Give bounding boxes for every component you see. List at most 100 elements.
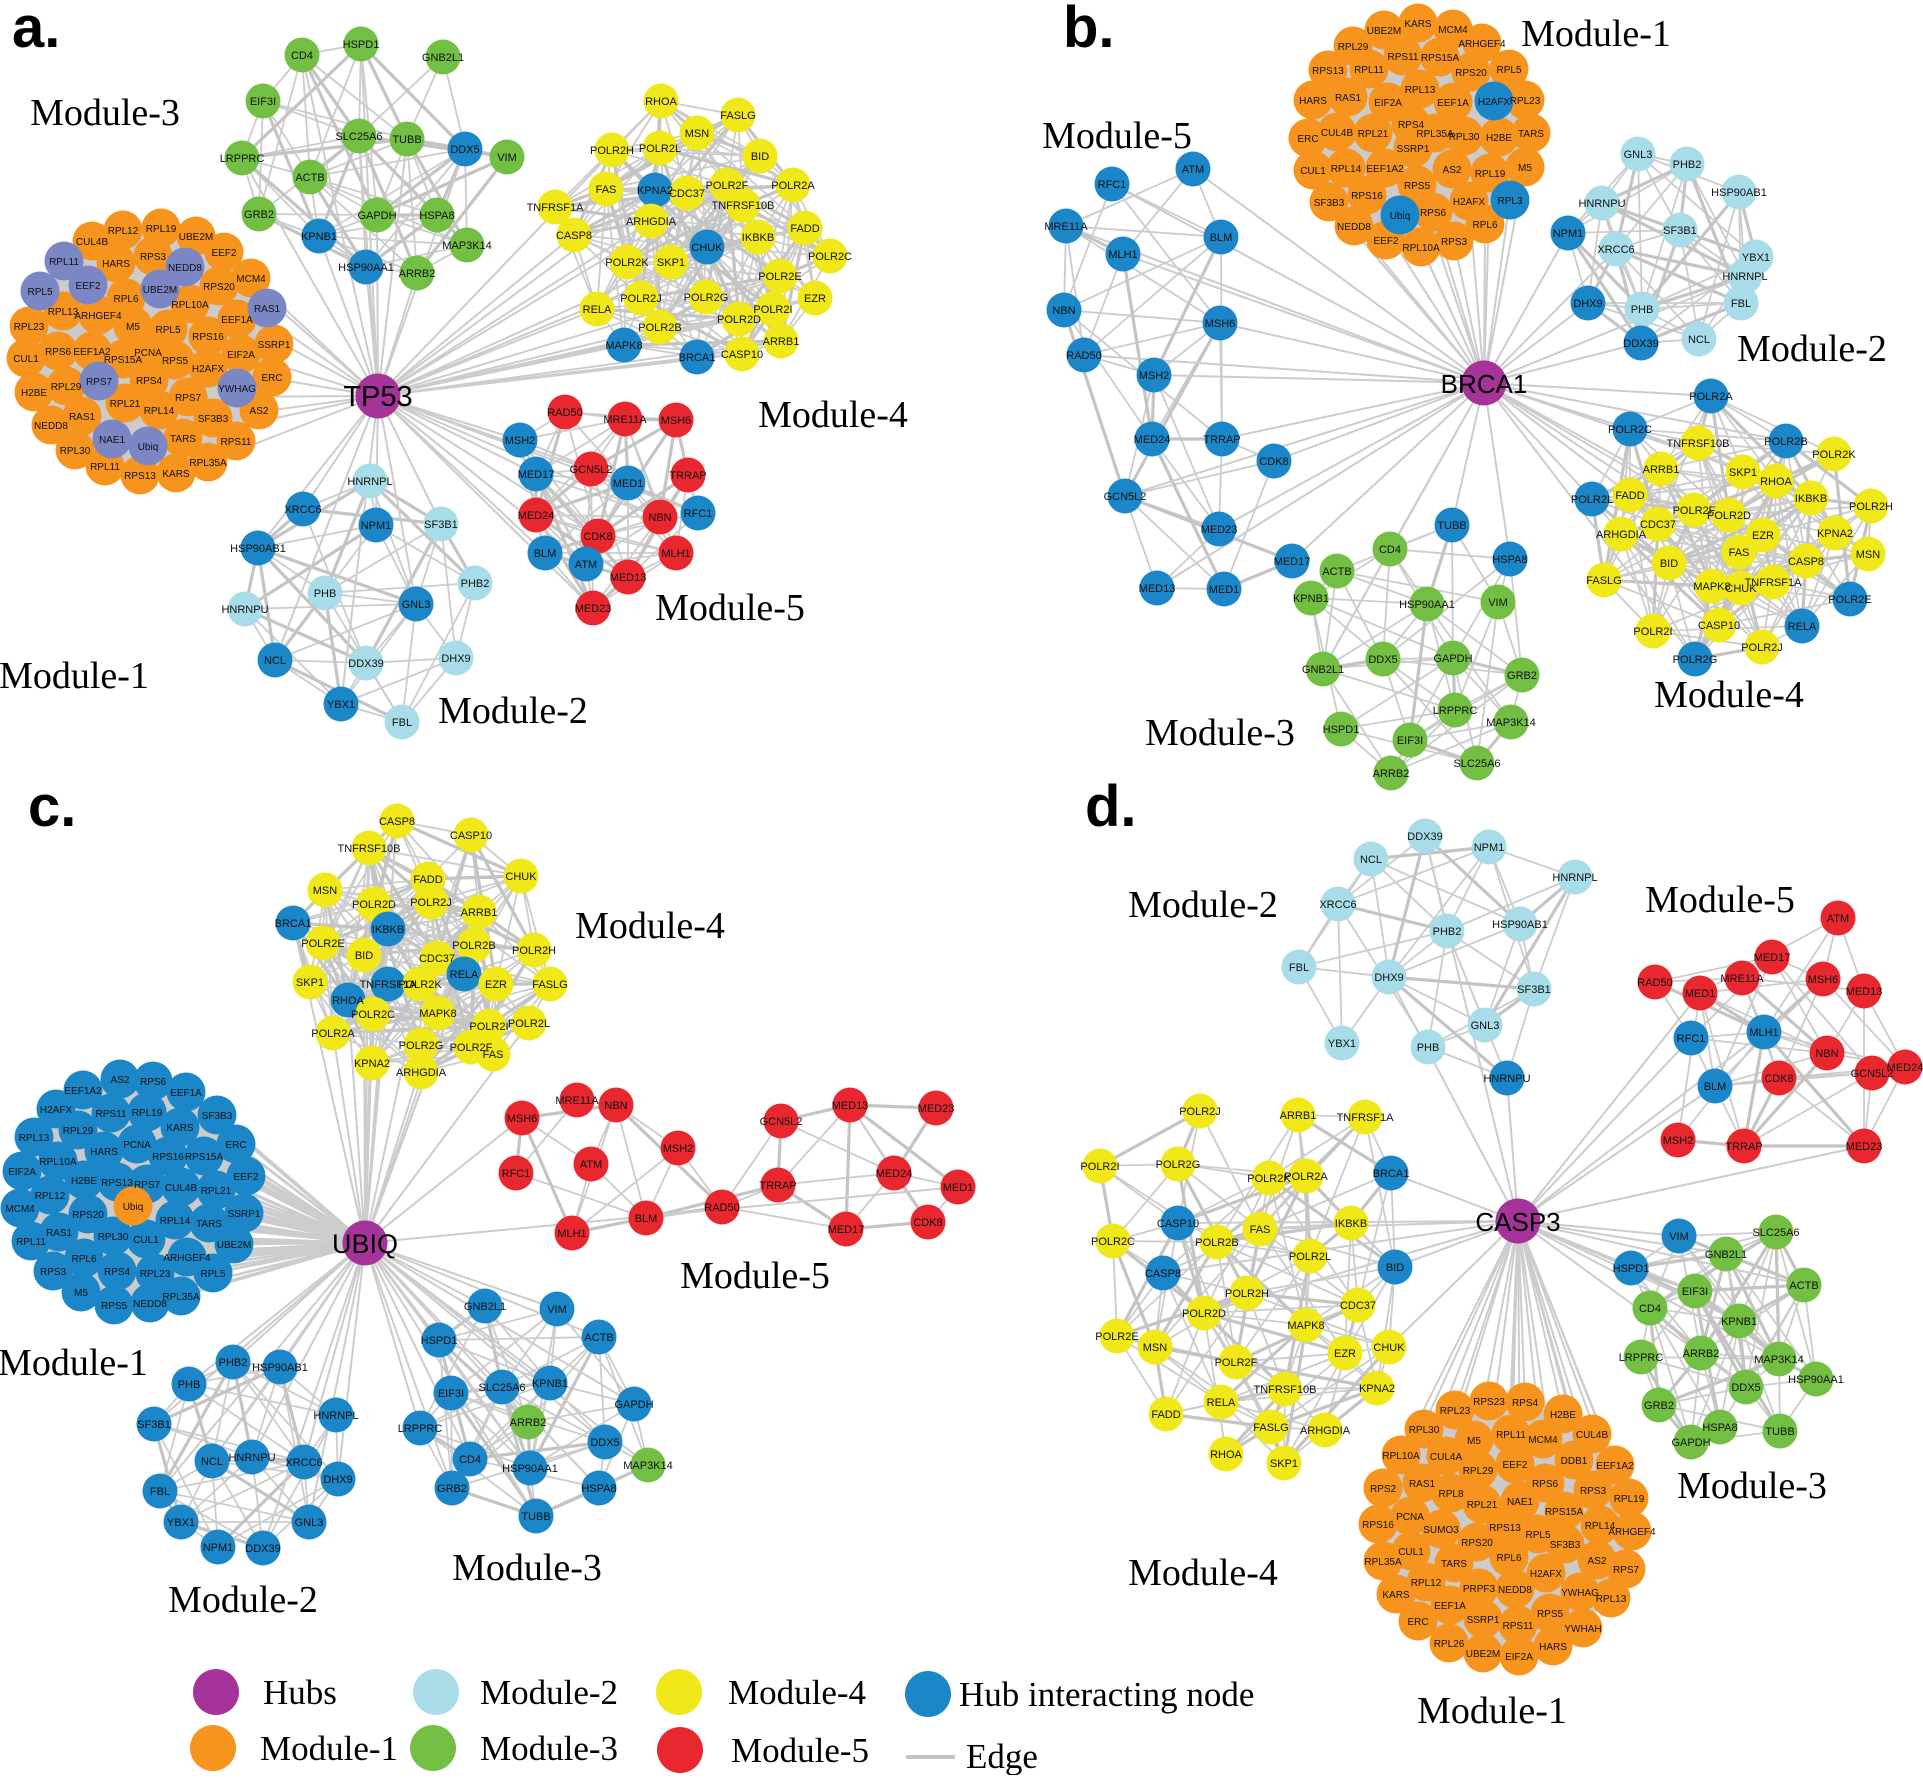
- svg-text:SLC25A6: SLC25A6: [1453, 758, 1500, 770]
- svg-text:MSH6: MSH6: [507, 1113, 538, 1125]
- svg-text:KARS: KARS: [162, 469, 190, 480]
- svg-text:RPL8: RPL8: [1438, 1489, 1463, 1500]
- svg-text:MRE11A: MRE11A: [603, 414, 647, 426]
- svg-text:XRCC6: XRCC6: [285, 1457, 322, 1469]
- svg-text:EEF1A2: EEF1A2: [64, 1086, 102, 1097]
- svg-text:ARRB1: ARRB1: [1280, 1110, 1317, 1122]
- svg-text:NCL: NCL: [201, 1456, 223, 1468]
- svg-text:EEF2: EEF2: [211, 248, 236, 259]
- svg-text:NCL: NCL: [264, 655, 286, 667]
- svg-text:POLR2F: POLR2F: [1215, 1357, 1258, 1369]
- svg-text:RPL21: RPL21: [110, 399, 141, 410]
- svg-text:POLR2B: POLR2B: [1764, 436, 1807, 448]
- svg-text:Ubiq: Ubiq: [1390, 211, 1411, 222]
- svg-text:SF3B1: SF3B1: [424, 519, 458, 531]
- svg-text:MAP3K14: MAP3K14: [442, 240, 492, 252]
- svg-text:Module-5: Module-5: [655, 587, 805, 629]
- svg-text:TNFRSF10B: TNFRSF10B: [1667, 438, 1730, 450]
- svg-text:Module-1: Module-1: [0, 1342, 148, 1384]
- svg-text:SF3B3: SF3B3: [198, 414, 229, 425]
- svg-text:MED17: MED17: [828, 1224, 865, 1236]
- svg-text:RFC1: RFC1: [1098, 179, 1127, 191]
- svg-text:IKBKB: IKBKB: [372, 924, 404, 936]
- svg-text:TNFRSF1A: TNFRSF1A: [527, 202, 585, 214]
- svg-text:RELA: RELA: [583, 304, 612, 316]
- svg-text:RPL14: RPL14: [1331, 164, 1362, 175]
- svg-text:EEF2: EEF2: [233, 1172, 258, 1183]
- svg-text:DHX9: DHX9: [323, 1474, 352, 1486]
- svg-text:LRPPRC: LRPPRC: [1433, 705, 1478, 717]
- svg-text:RPL3: RPL3: [1497, 196, 1522, 207]
- svg-text:TP53: TP53: [343, 381, 412, 413]
- svg-text:RPL14: RPL14: [160, 1216, 191, 1227]
- svg-text:KARS: KARS: [1382, 1590, 1410, 1601]
- svg-text:RPL29: RPL29: [1463, 1466, 1494, 1477]
- svg-text:HSP90AA1: HSP90AA1: [1399, 599, 1455, 611]
- svg-text:HNRNPL: HNRNPL: [347, 476, 392, 488]
- svg-text:AS2: AS2: [1443, 165, 1462, 176]
- svg-text:MED24: MED24: [518, 510, 555, 522]
- svg-text:RPL13: RPL13: [1405, 85, 1436, 96]
- svg-text:POLR2C: POLR2C: [808, 251, 852, 263]
- svg-text:Module-3: Module-3: [1677, 1465, 1827, 1507]
- svg-text:RPL23: RPL23: [1510, 96, 1541, 107]
- svg-text:RPS6: RPS6: [1532, 1479, 1559, 1490]
- svg-text:GRB2: GRB2: [1507, 670, 1537, 682]
- svg-text:HSP90AA1: HSP90AA1: [502, 1463, 558, 1475]
- svg-text:FASLG: FASLG: [532, 979, 567, 991]
- svg-text:CDK8: CDK8: [1259, 456, 1288, 468]
- svg-text:GNB2L1: GNB2L1: [1705, 1249, 1747, 1261]
- svg-text:Module-5: Module-5: [1042, 115, 1192, 157]
- svg-text:POLR2H: POLR2H: [512, 945, 556, 957]
- svg-text:POLR2K: POLR2K: [1812, 449, 1856, 461]
- svg-text:H2BE: H2BE: [1486, 133, 1512, 144]
- svg-text:EEF2: EEF2: [1502, 1460, 1527, 1471]
- svg-text:TARS: TARS: [170, 434, 196, 445]
- svg-text:POLR2J: POLR2J: [1741, 642, 1783, 654]
- svg-text:RPS3: RPS3: [40, 1267, 67, 1278]
- svg-text:SKP1: SKP1: [1270, 1458, 1298, 1470]
- svg-text:MED13: MED13: [1846, 986, 1883, 998]
- svg-text:HARS: HARS: [102, 259, 130, 270]
- svg-text:GCN5L2: GCN5L2: [570, 464, 613, 476]
- svg-text:RPL30: RPL30: [1449, 132, 1480, 143]
- svg-text:AS2: AS2: [250, 406, 269, 417]
- svg-text:MAP3K14: MAP3K14: [623, 1460, 673, 1472]
- svg-text:POLR2H: POLR2H: [1849, 501, 1893, 513]
- svg-text:ARRB1: ARRB1: [461, 907, 498, 919]
- svg-text:CASP8: CASP8: [1788, 556, 1824, 568]
- svg-text:VIM: VIM: [1488, 597, 1508, 609]
- svg-text:Module-1: Module-1: [0, 655, 149, 697]
- svg-text:RPS16: RPS16: [1351, 191, 1383, 202]
- svg-text:CDK8: CDK8: [913, 1217, 942, 1229]
- svg-text:HNRNPL: HNRNPL: [1722, 271, 1767, 283]
- svg-text:CDC37: CDC37: [419, 953, 455, 965]
- svg-text:SF3B3: SF3B3: [1314, 198, 1345, 209]
- svg-text:CDK8: CDK8: [583, 531, 612, 543]
- svg-text:TNFRSF1A: TNFRSF1A: [1337, 1112, 1395, 1124]
- svg-text:VIM: VIM: [547, 1304, 567, 1316]
- svg-text:RPS13: RPS13: [1489, 1523, 1521, 1534]
- svg-text:GNL3: GNL3: [295, 1517, 324, 1529]
- svg-text:RPL30: RPL30: [60, 446, 91, 457]
- svg-text:POLR2I: POLR2I: [1080, 1161, 1119, 1173]
- svg-text:CHUK: CHUK: [1373, 1342, 1405, 1354]
- svg-text:GNL3: GNL3: [402, 599, 431, 611]
- svg-text:RPS4: RPS4: [136, 376, 163, 387]
- svg-text:RPS11: RPS11: [96, 1109, 127, 1120]
- svg-text:HSP90AA1: HSP90AA1: [1788, 1374, 1844, 1386]
- svg-text:RPS20: RPS20: [1461, 1538, 1493, 1549]
- svg-text:FADD: FADD: [1151, 1409, 1180, 1421]
- svg-text:ARRB2: ARRB2: [399, 268, 436, 280]
- svg-text:EIF2A: EIF2A: [227, 350, 255, 361]
- svg-text:BID: BID: [355, 950, 373, 962]
- svg-text:POLR2B: POLR2B: [1195, 1237, 1238, 1249]
- svg-text:CHUK: CHUK: [691, 242, 723, 254]
- svg-text:RPS11: RPS11: [1503, 1621, 1534, 1632]
- svg-text:EIF2A: EIF2A: [8, 1167, 36, 1178]
- svg-text:b.: b.: [1063, 0, 1115, 60]
- svg-text:RPS5: RPS5: [1404, 181, 1431, 192]
- svg-text:BLM: BLM: [635, 1213, 658, 1225]
- svg-text:ARRB1: ARRB1: [1643, 464, 1680, 476]
- svg-text:EEF1A: EEF1A: [170, 1088, 202, 1099]
